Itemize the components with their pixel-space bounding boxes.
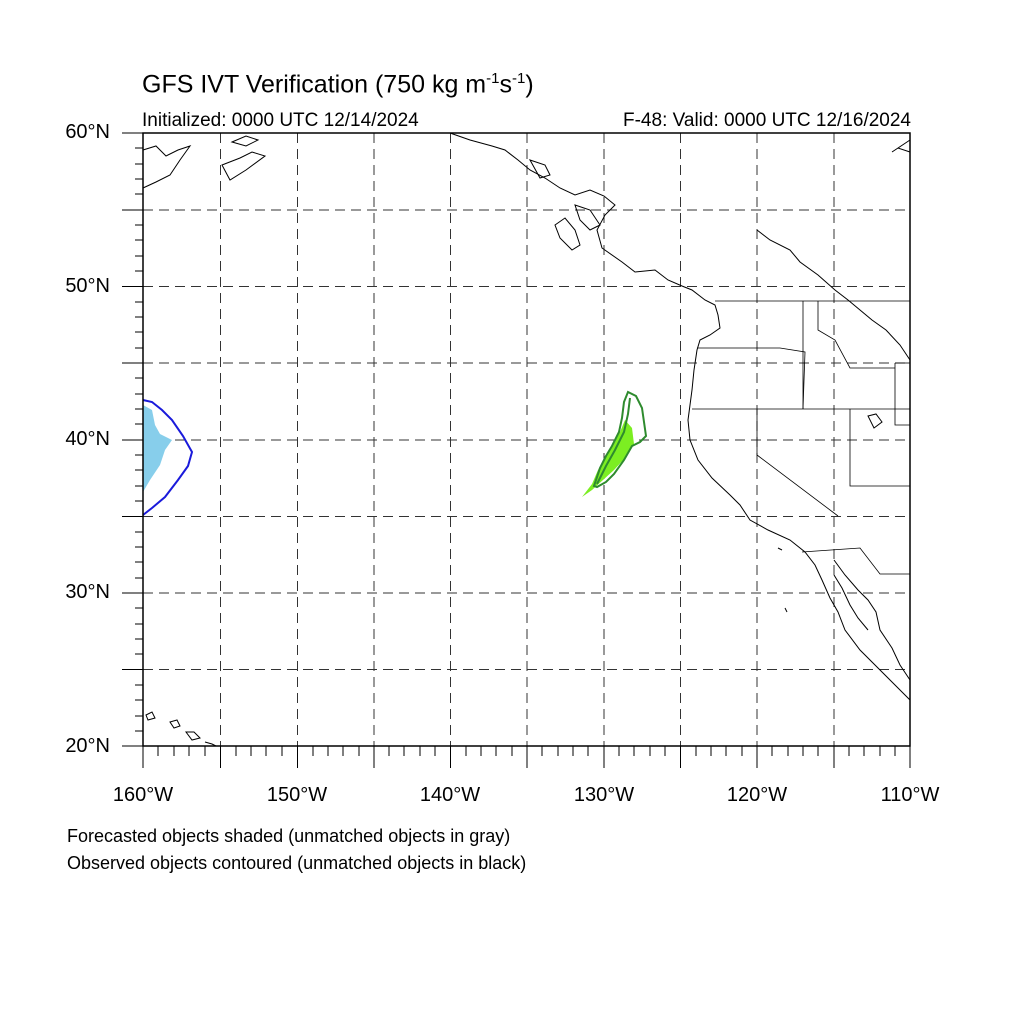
lat-label-30n: 30°N (65, 581, 110, 603)
lat-label-40n: 40°N (65, 428, 110, 450)
forecast-object-1 (143, 405, 172, 492)
initialized-time: Initialized: 0000 UTC 12/14/2024 (142, 110, 419, 131)
tick-marks (122, 132, 911, 768)
lat-label-20n: 20°N (65, 735, 110, 757)
observed-axis-2 (596, 397, 631, 485)
valid-time: F-48: Valid: 0000 UTC 12/16/2024 (623, 110, 911, 131)
political-borders (692, 300, 910, 575)
lon-label-110w: 110°W (880, 784, 940, 806)
legend-note-observed: Observed objects contoured (unmatched ob… (67, 853, 527, 873)
observed-contour-1 (142, 399, 194, 516)
forecast-object-2 (582, 420, 634, 497)
lon-label-130w: 130°W (573, 784, 635, 806)
coastlines (142, 132, 911, 747)
lon-label-160w: 160°W (112, 784, 174, 806)
lon-label-150w: 150°W (266, 784, 328, 806)
map-title: GFS IVT Verification (750 kg m-1s-1) (142, 70, 534, 99)
lon-label-140w: 140°W (419, 784, 481, 806)
lon-label-120w: 120°W (726, 784, 788, 806)
grid-lines (143, 133, 910, 746)
lat-label-50n: 50°N (65, 275, 110, 297)
legend-note-forecast: Forecasted objects shaded (unmatched obj… (67, 826, 511, 846)
lat-label-60n: 60°N (65, 121, 110, 143)
observed-contour-2 (592, 390, 648, 489)
